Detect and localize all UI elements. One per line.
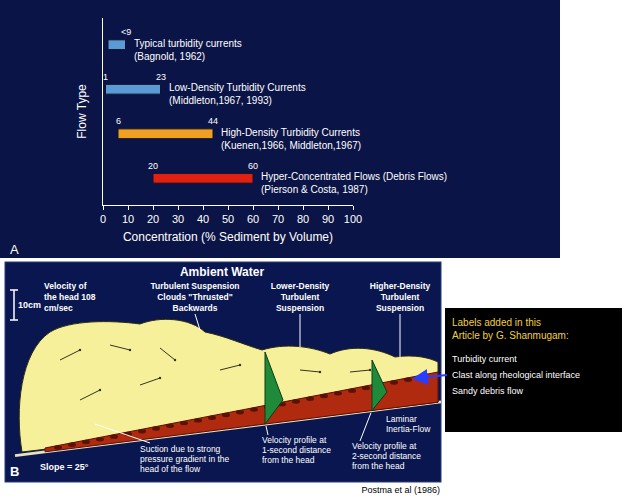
svg-text:30: 30 xyxy=(172,213,184,225)
svg-text:Ambient Water: Ambient Water xyxy=(180,265,265,279)
svg-text:Article by G. Shanmugam:: Article by G. Shanmugam: xyxy=(452,330,569,341)
svg-text:Suspension: Suspension xyxy=(276,303,324,313)
svg-text:Velocity profile at: Velocity profile at xyxy=(262,435,327,445)
svg-text:cm/sec: cm/sec xyxy=(44,303,73,313)
svg-text:Lower-Density: Lower-Density xyxy=(271,281,330,291)
svg-text:1: 1 xyxy=(103,72,108,82)
svg-text:Labels added in this: Labels added in this xyxy=(452,317,541,328)
svg-text:Sandy debris flow: Sandy debris flow xyxy=(452,386,524,396)
svg-text:Backwards: Backwards xyxy=(173,303,218,313)
svg-text:Velocity profile at: Velocity profile at xyxy=(352,441,417,451)
svg-text:head of the flow: head of the flow xyxy=(140,464,201,474)
svg-text:Higher-Density: Higher-Density xyxy=(370,281,431,291)
svg-text:23: 23 xyxy=(156,72,166,82)
svg-text:Typical turbidity currents(Bag: Typical turbidity currents(Bagnold, 1962… xyxy=(134,38,242,62)
svg-text:10cm: 10cm xyxy=(18,300,41,310)
svg-text:20: 20 xyxy=(148,161,158,171)
svg-text:10: 10 xyxy=(122,213,134,225)
svg-text:70: 70 xyxy=(272,213,284,225)
svg-text:Low-Density Turbidity Currents: Low-Density Turbidity Currents(Middleton… xyxy=(169,82,306,106)
svg-text:Turbulent: Turbulent xyxy=(381,292,420,302)
svg-text:B: B xyxy=(10,464,19,479)
svg-text:44: 44 xyxy=(208,116,218,126)
svg-text:Clouds "Thrusted": Clouds "Thrusted" xyxy=(157,292,233,302)
svg-text:Velocity of: Velocity of xyxy=(44,281,87,291)
svg-text:High-Density Turbidity Current: High-Density Turbidity Currents(Kuenen,1… xyxy=(221,127,361,151)
svg-text:Clast along rheological interf: Clast along rheological interface xyxy=(452,370,580,380)
svg-text:0: 0 xyxy=(100,213,106,225)
svg-text:A: A xyxy=(10,242,19,257)
svg-text:90: 90 xyxy=(322,213,334,225)
svg-text:<9: <9 xyxy=(121,27,131,37)
svg-text:100: 100 xyxy=(344,213,362,225)
svg-text:from the head: from the head xyxy=(352,461,405,471)
svg-text:60: 60 xyxy=(248,161,258,171)
svg-text:Inertia-Flow: Inertia-Flow xyxy=(386,424,431,434)
svg-text:pressure gradient in the: pressure gradient in the xyxy=(140,454,230,464)
svg-text:Suction due to strong: Suction due to strong xyxy=(140,444,221,454)
svg-text:1-second distance: 1-second distance xyxy=(262,445,331,455)
svg-text:Suspension: Suspension xyxy=(376,303,424,313)
svg-text:40: 40 xyxy=(197,213,209,225)
svg-text:50: 50 xyxy=(222,213,234,225)
svg-text:60: 60 xyxy=(247,213,259,225)
svg-text:80: 80 xyxy=(297,213,309,225)
svg-text:2-second distance: 2-second distance xyxy=(352,451,421,461)
svg-text:Concentration (% Sediment by V: Concentration (% Sediment by Volume) xyxy=(123,230,333,244)
svg-text:Turbidity current: Turbidity current xyxy=(452,354,517,364)
svg-text:Flow Type: Flow Type xyxy=(75,84,89,139)
svg-text:from the head: from the head xyxy=(262,455,315,465)
svg-text:Slope = 25°: Slope = 25° xyxy=(40,462,89,472)
svg-text:Turbulent: Turbulent xyxy=(281,292,320,302)
svg-text:20: 20 xyxy=(147,213,159,225)
svg-text:Postma et al (1986): Postma et al (1986) xyxy=(361,485,440,495)
svg-text:Turbulent Suspension: Turbulent Suspension xyxy=(150,281,239,291)
svg-text:Hyper-Concentrated Flows (Debr: Hyper-Concentrated Flows (Debris Flows)(… xyxy=(261,171,447,195)
svg-text:Laminar: Laminar xyxy=(386,414,417,424)
svg-text:the head 108: the head 108 xyxy=(44,292,96,302)
svg-text:6: 6 xyxy=(116,116,121,126)
